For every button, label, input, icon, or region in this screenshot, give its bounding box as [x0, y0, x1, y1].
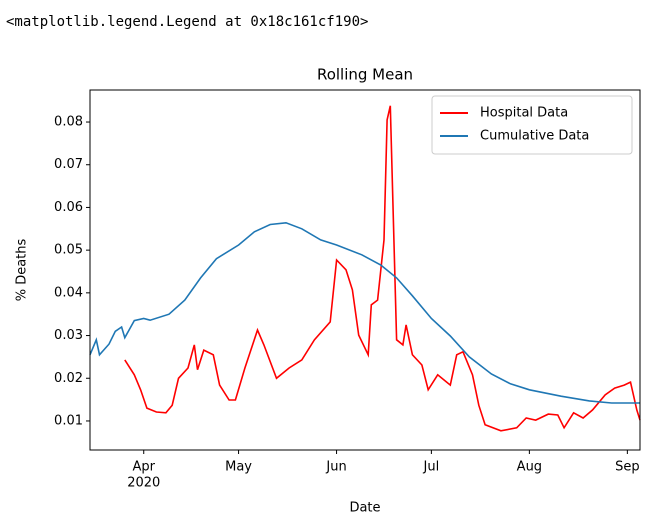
output-text: <matplotlib.legend.Legend at 0x18c161cf1… [6, 14, 368, 30]
plot-frame [89, 89, 641, 451]
x-tick-label: Jun [325, 460, 346, 475]
y-tick-label: 0.03 [54, 328, 83, 343]
x-tick-label: May [225, 460, 252, 475]
x-tick-label: Aug [517, 460, 542, 475]
legend-label: Hospital Data [480, 106, 568, 121]
y-tick-label: 0.01 [54, 413, 83, 428]
x-tick-label: Apr [132, 460, 155, 475]
legend-box [431, 95, 633, 155]
series-line [124, 105, 641, 432]
series-line [89, 221, 640, 404]
y-tick-label: 0.04 [54, 285, 83, 300]
x-axis-label: Date [349, 501, 380, 516]
x-tick-sublabel: 2020 [127, 476, 160, 491]
chart-title: Rolling Mean [317, 66, 413, 84]
y-tick-label: 0.02 [54, 371, 83, 386]
x-tick-label: Sep [615, 460, 640, 475]
y-tick-label: 0.06 [54, 200, 83, 215]
y-tick-label: 0.05 [54, 243, 83, 258]
y-tick-label: 0.07 [54, 157, 83, 172]
y-tick-label: 0.08 [54, 115, 83, 130]
x-tick-label: Jul [423, 460, 440, 475]
legend-label: Cumulative Data [480, 129, 589, 144]
y-axis-label: % Deaths [15, 238, 30, 301]
